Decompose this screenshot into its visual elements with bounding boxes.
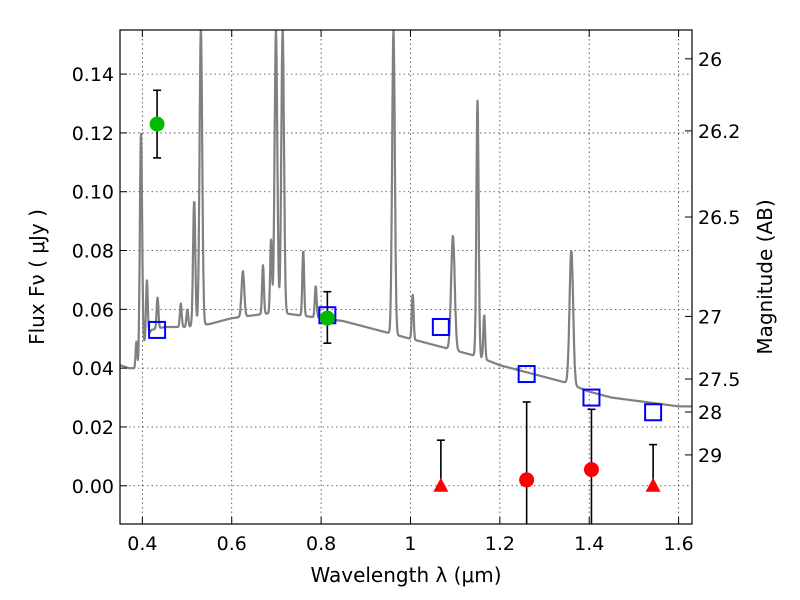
detection-marker [319,310,335,326]
y2-tick-label: 27 [698,306,722,328]
detection-marker [149,116,165,132]
plot-background [120,30,692,524]
y-tick-label: 0.10 [72,182,114,204]
nondetection-triangle-marker [433,477,449,492]
y-axis-label: Flux Fν ( μJy ) [25,209,49,345]
nondetection-circle-marker [519,472,535,488]
model-square-marker [148,320,167,339]
model-square-marker [582,388,601,407]
y-tick-label: 0.02 [72,417,114,439]
model-square-marker [644,403,663,422]
x-tick-label: 0.4 [127,533,157,555]
y2-tick-label: 26.2 [698,121,740,143]
y-tick-label: 0.14 [72,64,114,86]
y2-tick-label: 27.5 [698,369,740,391]
x-tick-label: 1.6 [663,533,693,555]
spectrum-line [120,30,692,408]
nondetection-circle-marker [583,462,599,478]
y-tick-label: 0.04 [72,358,114,380]
x-tick-label: 0.6 [217,533,247,555]
y-tick-label: 0.06 [72,299,114,321]
x-tick-label: 1 [404,533,416,555]
y2-tick-label: 26.5 [698,207,740,229]
y2-tick-label: 29 [698,445,722,467]
data-markers [148,89,663,524]
x-tick-label: 0.8 [306,533,336,555]
y-tick-label: 0.00 [72,476,114,498]
grid-lines [120,30,692,524]
model-square-marker [517,365,536,384]
y2-axis-label: Magnitude (AB) [753,199,777,354]
nondetection-triangle-marker [645,477,661,492]
spectrum-group [120,30,692,408]
model-square-marker [431,317,450,336]
axis-ticks: 0.4 0.6 0.8 1 1.2 1.4 1.6 0.00 0.02 0.04 0.06 0.08 0… [72,30,740,555]
plot-frame [119,29,693,525]
x-tick-label: 1.4 [574,533,604,555]
y-tick-label: 0.08 [72,241,114,263]
y2-tick-label: 26 [698,49,722,71]
y2-tick-label: 28 [698,402,722,424]
x-axis-label: Wavelength λ (μm) [310,563,501,587]
y-tick-label: 0.12 [72,123,114,145]
x-tick-label: 1.2 [485,533,515,555]
